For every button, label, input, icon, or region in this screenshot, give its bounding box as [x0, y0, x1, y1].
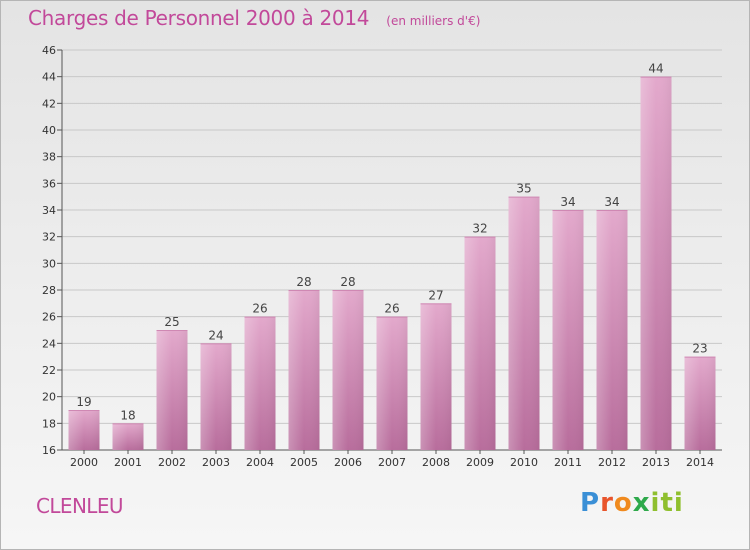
chart-title: Charges de Personnel 2000 à 2014: [28, 6, 370, 30]
data-label: 19: [76, 395, 91, 409]
bar-shade: [508, 196, 540, 450]
x-tick-label: 2009: [466, 456, 494, 469]
y-tick-label: 34: [42, 204, 56, 217]
proxiti-logo: Proxiti: [580, 488, 684, 518]
data-label: 35: [516, 182, 531, 196]
x-tick-label: 2007: [378, 456, 406, 469]
y-tick-label: 20: [42, 391, 56, 404]
bar-shade: [288, 290, 320, 450]
bar-shade: [200, 343, 232, 450]
x-tick-label: 2011: [554, 456, 582, 469]
data-label: 18: [120, 408, 135, 422]
bar-shade: [376, 316, 408, 450]
data-label: 25: [164, 315, 179, 329]
bars: [68, 76, 716, 451]
data-label: 32: [472, 222, 487, 236]
y-tick-label: 32: [42, 231, 56, 244]
data-label: 34: [604, 195, 619, 209]
data-label: 28: [340, 275, 355, 289]
bar-shade: [332, 290, 364, 450]
bar-shade: [552, 210, 584, 450]
data-labels: 19 18 25 24 26 28 28 26 27 32 35 34 34 44 23: [76, 62, 707, 423]
x-tick-label: 2005: [290, 456, 318, 469]
bar-shade: [156, 330, 188, 450]
x-tick-label: 2002: [158, 456, 186, 469]
x-tick-label: 2001: [114, 456, 142, 469]
x-tick-label: 2012: [598, 456, 626, 469]
x-tick-label: 2014: [686, 456, 714, 469]
x-tick-label: 2013: [642, 456, 670, 469]
y-tick-label: 24: [42, 337, 56, 350]
y-tick-label: 18: [42, 417, 56, 430]
data-label: 27: [428, 288, 443, 302]
commune-name: CLENLEU: [36, 494, 124, 518]
y-tick-label: 42: [42, 97, 56, 110]
data-label: 44: [648, 62, 663, 76]
y-tick-label: 16: [42, 444, 56, 457]
y-tick-label: 30: [42, 257, 56, 270]
y-tick-label: 28: [42, 284, 56, 297]
bar-shade: [112, 423, 144, 450]
data-label: 26: [384, 302, 399, 316]
chart-subtitle: (en milliers d'€): [386, 14, 481, 28]
x-tick-label: 2006: [334, 456, 362, 469]
y-tick-label: 46: [42, 44, 56, 57]
x-tick-label: 2004: [246, 456, 274, 469]
x-tick-label: 2008: [422, 456, 450, 469]
y-tick-label: 22: [42, 364, 56, 377]
bar-shade: [244, 316, 276, 450]
y-tick-label: 36: [42, 177, 56, 190]
x-tick-label: 2000: [70, 456, 98, 469]
data-label: 28: [296, 275, 311, 289]
axes: 16 18 20 22 24 26 28 30 32 34 36 38 40 42 44 46 2000 2001…: [42, 44, 722, 469]
bar-shade: [684, 356, 716, 450]
bar-shade: [420, 303, 452, 450]
x-tick-label: 2010: [510, 456, 538, 469]
data-label: 23: [692, 342, 707, 356]
y-tick-label: 38: [42, 151, 56, 164]
bar-shade: [68, 410, 100, 450]
y-tick-label: 26: [42, 311, 56, 324]
bar-shade: [596, 210, 628, 450]
data-label: 26: [252, 302, 267, 316]
y-tick-label: 44: [42, 71, 56, 84]
x-tick-label: 2003: [202, 456, 230, 469]
title-row: Charges de Personnel 2000 à 2014 (en mil…: [28, 6, 480, 30]
data-label: 34: [560, 195, 575, 209]
bar-shade: [640, 76, 672, 451]
bar-shade: [464, 236, 496, 450]
data-label: 24: [208, 328, 223, 342]
y-tick-label: 40: [42, 124, 56, 137]
